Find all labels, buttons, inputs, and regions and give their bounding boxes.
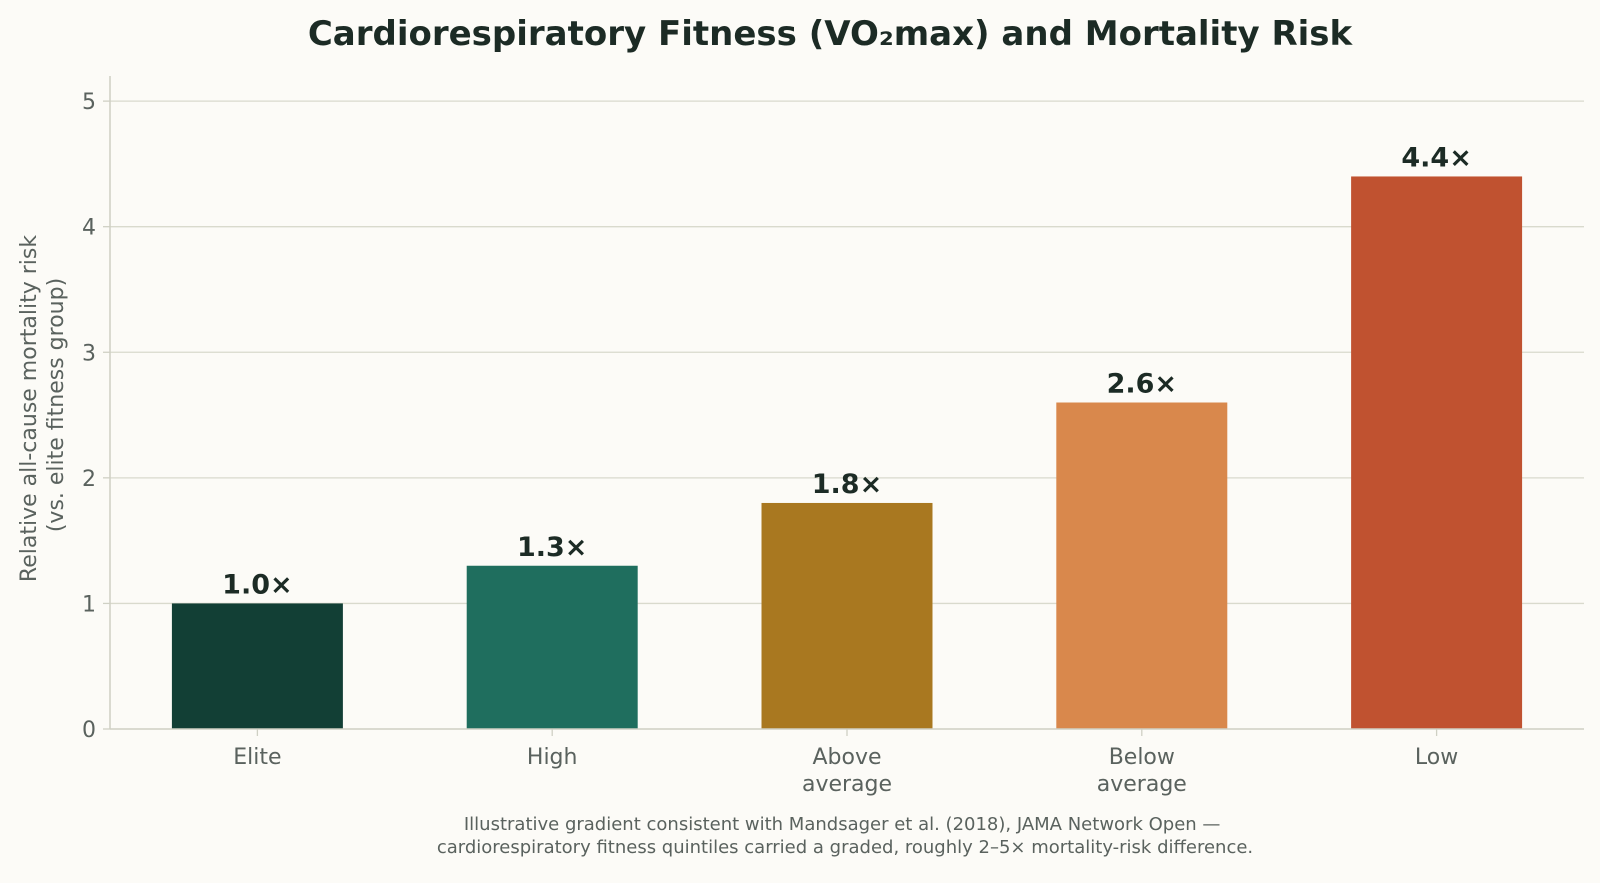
x-tick-label-line: average [1097, 772, 1187, 797]
x-tick-label: Low [1415, 745, 1458, 770]
bar-elite [171, 603, 343, 729]
x-tick-label-line: High [527, 745, 578, 770]
caption-line-2: cardiorespiratory fitness quintiles carr… [437, 837, 1253, 858]
y-axis-ticks: 0 1 2 3 4 5 [82, 90, 110, 743]
bar-high [466, 565, 638, 729]
y-tick-label: 2 [82, 467, 96, 492]
bar-value-label: 1.0× [222, 569, 292, 600]
x-tick-label-line: Low [1415, 745, 1458, 770]
gridlines [110, 100, 1584, 605]
y-tick-label: 3 [82, 341, 96, 366]
y-axis-label-line-2: (vs. elite fitness group) [44, 278, 69, 532]
y-axis-label: Relative all-cause mortality risk (vs. e… [17, 228, 69, 582]
bar-value-label: 1.8× [812, 469, 882, 500]
x-tick-label-line: Elite [233, 745, 281, 770]
y-axis-label-line-1: Relative all-cause mortality risk [17, 235, 42, 582]
bar-value-label: 4.4× [1401, 142, 1471, 173]
bars-group [171, 176, 1523, 729]
bar-value-label: 2.6× [1107, 369, 1177, 400]
x-tick-label: Below average [1097, 745, 1187, 797]
bar-above-average [761, 502, 933, 729]
x-tick-label: High [527, 745, 578, 770]
x-tick-label-line: Below [1109, 745, 1175, 770]
x-tick-label: Elite [233, 745, 281, 770]
x-tick-label-line: average [802, 772, 892, 797]
bar-value-labels: 1.0× 1.3× 1.8× 2.6× 4.4× [222, 142, 1472, 600]
x-tick-label-line: Above [812, 745, 881, 770]
bar-value-label: 1.3× [517, 532, 587, 563]
bar-below-average [1056, 402, 1228, 729]
chart-caption: Illustrative gradient consistent with Ma… [437, 814, 1253, 858]
caption-line-1: Illustrative gradient consistent with Ma… [464, 814, 1221, 835]
chart-title: Cardiorespiratory Fitness (VO₂max) and M… [308, 14, 1354, 54]
y-tick-label: 1 [82, 592, 96, 617]
bar-low [1351, 176, 1523, 729]
y-tick-label: 4 [82, 216, 96, 241]
y-tick-label: 0 [82, 718, 96, 743]
x-tick-label: Above average [802, 745, 892, 797]
y-tick-label: 5 [82, 90, 96, 115]
